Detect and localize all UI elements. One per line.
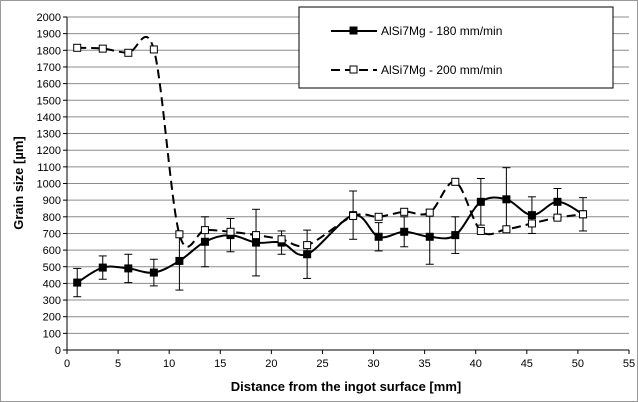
- axes-layer: 0100200300400500600700800900100011001200…: [37, 12, 636, 370]
- data-point-200: [149, 45, 158, 54]
- data-point-180: [527, 211, 536, 220]
- data-point-180: [303, 250, 312, 259]
- y-tick-label: 200: [43, 312, 61, 324]
- data-point-180: [98, 263, 107, 272]
- data-point-200: [73, 43, 82, 52]
- data-point-200: [124, 48, 133, 57]
- x-tick-label: 35: [419, 358, 431, 370]
- y-tick-label: 1500: [37, 95, 61, 107]
- data-point-180: [149, 268, 158, 277]
- y-tick-label: 1600: [37, 79, 61, 91]
- data-point-200: [226, 227, 235, 236]
- y-tick-label: 2000: [37, 12, 61, 24]
- y-tick-label: 1200: [37, 145, 61, 157]
- series-layer: [73, 35, 588, 287]
- y-tick-label: 400: [43, 278, 61, 290]
- y-tick-label: 800: [43, 212, 61, 224]
- x-tick-label: 50: [572, 358, 584, 370]
- data-point-180: [374, 232, 383, 241]
- data-point-200: [579, 210, 588, 219]
- data-point-180: [451, 231, 460, 240]
- y-axis-title: Grain size [µm]: [11, 136, 26, 229]
- data-point-200: [553, 213, 562, 222]
- y-tick-label: 100: [43, 328, 61, 340]
- legend-label-180: AlSi7Mg - 180 mm/min: [381, 24, 502, 38]
- y-tick-label: 300: [43, 295, 61, 307]
- data-point-200: [303, 241, 312, 250]
- x-tick-label: 40: [470, 358, 482, 370]
- data-point-180: [200, 237, 209, 246]
- x-tick-label: 10: [163, 358, 175, 370]
- y-tick-label: 0: [55, 345, 61, 357]
- data-point-200: [349, 211, 358, 220]
- data-point-200: [400, 207, 409, 216]
- data-point-200: [527, 219, 536, 228]
- legend-marker-180: [349, 26, 358, 35]
- y-tick-label: 600: [43, 245, 61, 257]
- data-point-180: [252, 238, 261, 247]
- data-point-200: [476, 226, 485, 235]
- x-tick-label: 55: [623, 358, 635, 370]
- legend-label-200: AlSi7Mg - 200 mm/min: [381, 63, 502, 77]
- y-tick-label: 1900: [37, 29, 61, 41]
- y-tick-label: 1000: [37, 179, 61, 191]
- x-tick-label: 15: [214, 358, 226, 370]
- y-tick-label: 900: [43, 195, 61, 207]
- data-point-200: [200, 226, 209, 235]
- x-tick-label: 45: [521, 358, 533, 370]
- legend-box: [298, 6, 614, 89]
- data-point-200: [451, 177, 460, 186]
- y-tick-label: 1400: [37, 112, 61, 124]
- data-point-180: [73, 278, 82, 287]
- y-tick-label: 1300: [37, 129, 61, 141]
- data-point-180: [175, 256, 184, 265]
- data-point-180: [476, 197, 485, 206]
- x-tick-label: 30: [367, 358, 379, 370]
- data-point-180: [553, 197, 562, 206]
- x-tick-label: 25: [316, 358, 328, 370]
- data-point-200: [252, 231, 261, 240]
- y-tick-label: 1700: [37, 62, 61, 74]
- y-tick-label: 1100: [37, 162, 61, 174]
- y-tick-label: 500: [43, 262, 61, 274]
- data-point-200: [277, 235, 286, 244]
- data-point-200: [98, 44, 107, 53]
- data-point-180: [400, 227, 409, 236]
- data-point-200: [374, 212, 383, 221]
- x-tick-label: 0: [64, 358, 70, 370]
- x-tick-label: 20: [265, 358, 277, 370]
- data-point-200: [175, 230, 184, 239]
- legend: AlSi7Mg - 180 mm/min AlSi7Mg - 200 mm/mi…: [298, 6, 614, 89]
- y-tick-label: 1800: [37, 45, 61, 57]
- data-point-180: [124, 264, 133, 273]
- x-tick-label: 5: [115, 358, 121, 370]
- y-tick-label: 700: [43, 228, 61, 240]
- data-point-200: [502, 225, 511, 234]
- x-axis-title: Distance from the ingot surface [mm]: [231, 379, 461, 394]
- data-point-180: [502, 195, 511, 204]
- data-point-180: [425, 232, 434, 241]
- data-point-200: [425, 208, 434, 217]
- legend-marker-200: [349, 65, 358, 74]
